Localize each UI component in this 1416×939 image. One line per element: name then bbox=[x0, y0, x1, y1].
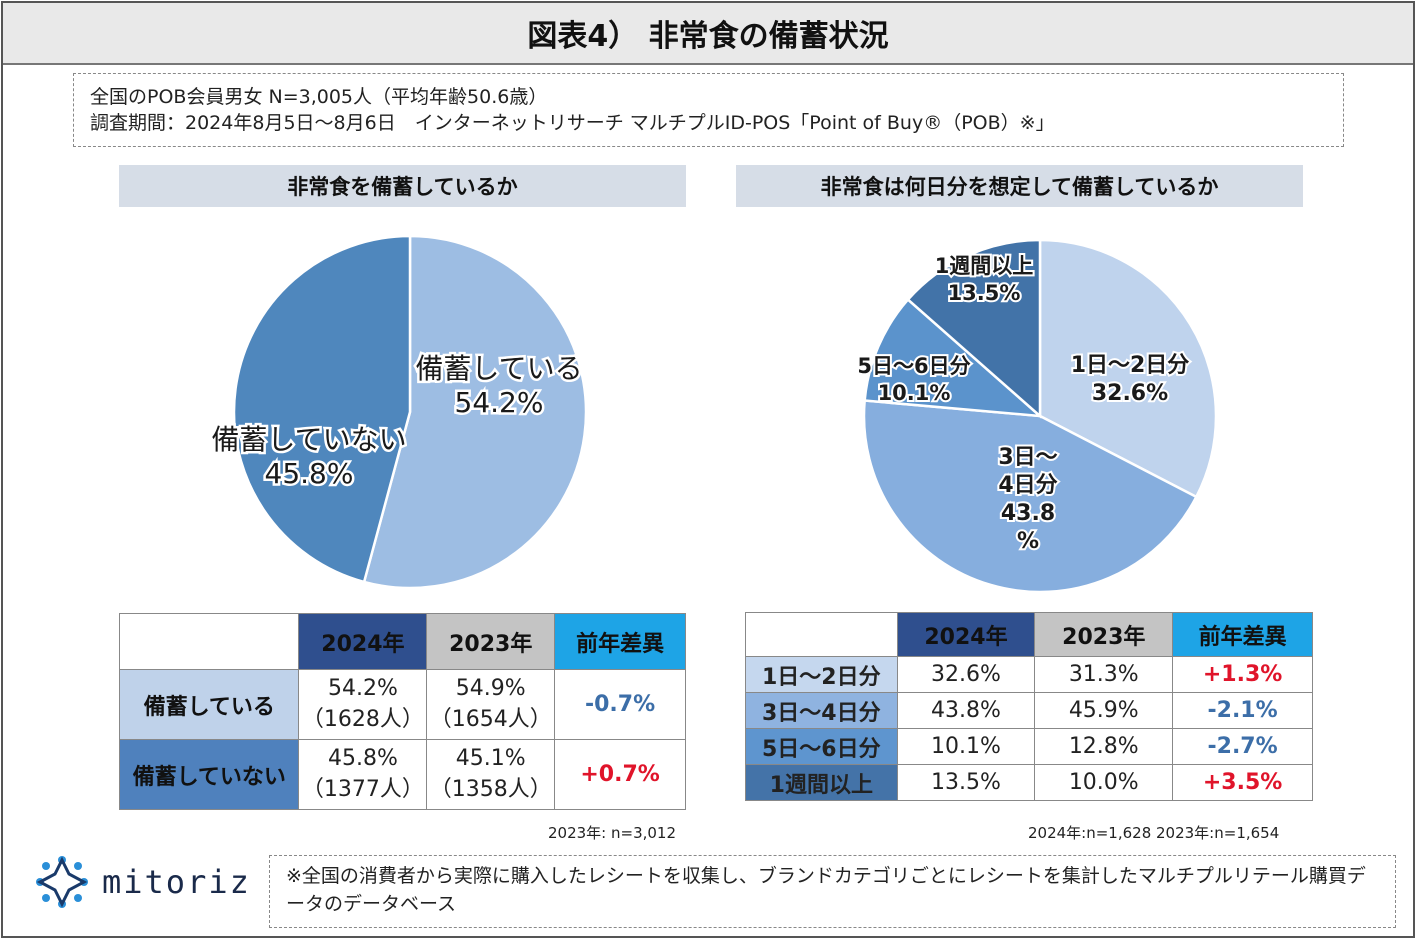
footer-note: ※全国の消費者から実際に購入したレシートを収集し、ブランドカテゴリごとにレシート… bbox=[269, 855, 1396, 928]
header-diff: 前年差異 bbox=[554, 613, 686, 670]
cell-2024: 10.1% bbox=[896, 728, 1036, 765]
cell-diff: +0.7% bbox=[554, 739, 686, 810]
row-label: 1週間以上 bbox=[745, 764, 898, 801]
left-sample-note: 2023年: n=3,012 bbox=[548, 824, 677, 842]
pie-slice bbox=[906, 238, 1042, 419]
pie-slice-label: 備蓄していない 45.8% bbox=[211, 423, 406, 490]
cell-2024: 45.8% （1377人） bbox=[298, 739, 428, 810]
cell-2023: 12.8% bbox=[1034, 728, 1174, 765]
right-chart-heading: 非常食は何日分を想定して備蓄しているか bbox=[736, 165, 1303, 207]
table-row: 1週間以上 13.5% 10.0% +3.5% bbox=[745, 764, 1313, 801]
header-2024: 2024年 bbox=[298, 613, 428, 670]
table-corner bbox=[745, 612, 898, 657]
table-row: 備蓄している 54.2% （1628人） 54.9% （1654人） -0.7% bbox=[118, 669, 686, 740]
right-sample-note: 2024年:n=1,628 2023年:n=1,654 bbox=[1028, 824, 1280, 842]
survey-line-2: 調査期間：2024年8月5日～8月6日 インターネットリサーチ マルチプルID-… bbox=[90, 112, 1055, 134]
cell-2024: 43.8% bbox=[896, 692, 1036, 729]
left-chart-heading: 非常食を備蓄しているか bbox=[119, 165, 686, 207]
table-row: 1日～2日分 32.6% 31.3% +1.3% bbox=[745, 656, 1313, 693]
header-2023: 2023年 bbox=[1034, 612, 1174, 657]
mitoriz-logo: mitoriz bbox=[32, 852, 251, 912]
cell-2024: 54.2% （1628人） bbox=[298, 669, 428, 740]
stock-pie-chart: 備蓄している 54.2%備蓄していない 45.8% bbox=[209, 234, 588, 590]
pie-slice bbox=[1038, 238, 1218, 499]
survey-line-1: 全国のPOB会員男女 N=3,005人（平均年齢50.6歳） bbox=[90, 86, 548, 108]
row-label: 5日～6日分 bbox=[745, 728, 898, 765]
header-2023: 2023年 bbox=[426, 613, 556, 670]
table-corner bbox=[118, 613, 300, 670]
header-2024: 2024年 bbox=[896, 612, 1036, 657]
days-pie-chart: 1日～2日分 32.6% 3日～ 4日分 43.8 % 5日～6日分 10.1% 1週間以上 13… bbox=[855, 238, 1218, 594]
cell-diff: +3.5% bbox=[1172, 764, 1313, 801]
row-label: 備蓄している bbox=[118, 669, 300, 740]
stock-table: 2024年 2023年 前年差異 備蓄している 54.2% （1628人） 54.… bbox=[118, 613, 686, 810]
cell-2023: 10.0% bbox=[1034, 764, 1174, 801]
row-label: 1日～2日分 bbox=[745, 656, 898, 693]
cell-2024: 32.6% bbox=[896, 656, 1036, 693]
row-label: 3日～4日分 bbox=[745, 692, 898, 729]
pie-slice-label: 1日～2日分 32.6% bbox=[1071, 353, 1190, 406]
pie-slice-label: 5日～6日分 10.1% bbox=[857, 354, 970, 405]
cell-diff: -0.7% bbox=[554, 669, 686, 740]
header-diff: 前年差異 bbox=[1172, 612, 1313, 657]
cell-diff: -2.1% bbox=[1172, 692, 1313, 729]
logo-mark-icon bbox=[36, 856, 88, 908]
pie-slice bbox=[863, 297, 1044, 418]
cell-2024: 13.5% bbox=[896, 764, 1036, 801]
pie-slice-label: 備蓄している 54.2% bbox=[415, 352, 582, 419]
cell-2023: 45.9% bbox=[1034, 692, 1174, 729]
cell-2023: 31.3% bbox=[1034, 656, 1174, 693]
pie-slice bbox=[232, 234, 412, 584]
pie-slice bbox=[862, 399, 1198, 594]
cell-2023: 45.1% （1358人） bbox=[426, 739, 556, 810]
days-table: 2024年 2023年 前年差異 1日～2日分 32.6% 31.3% +1.3… bbox=[745, 612, 1313, 801]
page-title: 図表4） 非常食の備蓄状況 bbox=[3, 3, 1413, 65]
pie-slice-label: 3日～ 4日分 43.8% bbox=[998, 445, 1057, 554]
row-label: 備蓄していない bbox=[118, 739, 300, 810]
pie-slice bbox=[362, 234, 588, 590]
table-row: 備蓄していない 45.8% （1377人） 45.1% （1358人） +0.7% bbox=[118, 739, 686, 810]
pie-slice-label: 1週間以上 13.5% bbox=[935, 254, 1034, 305]
table-row: 3日～4日分 43.8% 45.9% -2.1% bbox=[745, 692, 1313, 729]
cell-diff: -2.7% bbox=[1172, 728, 1313, 765]
cell-diff: +1.3% bbox=[1172, 656, 1313, 693]
cell-2023: 54.9% （1654人） bbox=[426, 669, 556, 740]
logo-text: mitoriz bbox=[102, 863, 251, 901]
survey-info: 全国のPOB会員男女 N=3,005人（平均年齢50.6歳） 調査期間：2024… bbox=[73, 73, 1344, 147]
table-row: 5日～6日分 10.1% 12.8% -2.7% bbox=[745, 728, 1313, 765]
